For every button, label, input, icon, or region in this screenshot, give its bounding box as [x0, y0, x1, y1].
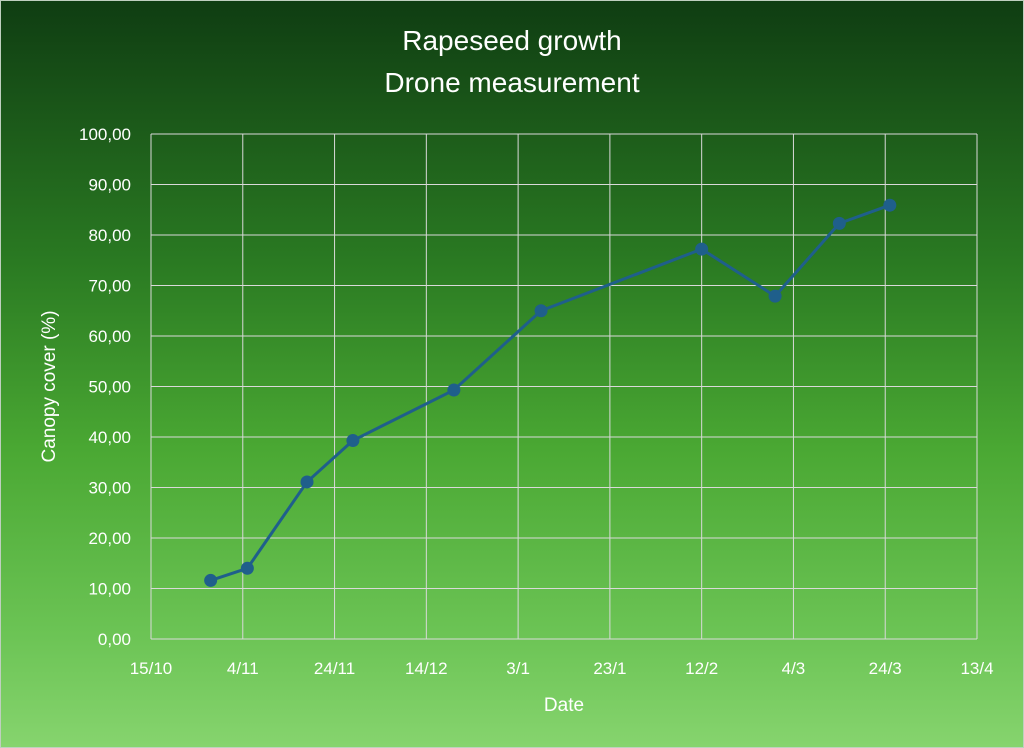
- data-point: [300, 475, 314, 489]
- y-tick-label: 40,00: [88, 428, 131, 447]
- data-point: [240, 561, 254, 575]
- data-point: [447, 383, 461, 397]
- x-tick-label: 12/2: [685, 659, 718, 678]
- data-point: [695, 242, 709, 256]
- x-tick-label: 13/4: [960, 659, 993, 678]
- data-point: [534, 304, 548, 318]
- data-point: [832, 216, 846, 230]
- x-tick-label: 4/11: [227, 659, 259, 678]
- y-tick-label: 10,00: [88, 580, 131, 599]
- y-tick-label: 30,00: [88, 479, 131, 498]
- y-tick-label: 100,00: [79, 125, 131, 144]
- chart-title-line-1: Rapeseed growth: [402, 25, 622, 56]
- y-tick-label: 90,00: [88, 176, 131, 195]
- x-axis-title: Date: [544, 695, 584, 716]
- x-tick-label: 15/10: [130, 659, 173, 678]
- y-axis-title: Canopy cover (%): [39, 310, 60, 462]
- x-tick-label: 24/3: [869, 659, 902, 678]
- series-line: [210, 203, 891, 582]
- x-tick-label: 14/12: [405, 659, 448, 678]
- y-tick-label: 0,00: [98, 630, 131, 649]
- x-tick-label: 3/1: [506, 659, 530, 678]
- x-tick-label: 23/1: [593, 659, 626, 678]
- y-tick-label: 60,00: [88, 327, 131, 346]
- y-tick-label: 80,00: [88, 226, 131, 245]
- y-tick-label: 20,00: [88, 529, 131, 548]
- x-tick-label: 24/11: [314, 659, 355, 678]
- x-tick-label: 4/3: [782, 659, 806, 678]
- chart-title-line-2: Drone measurement: [384, 67, 640, 98]
- data-point: [883, 198, 897, 212]
- y-tick-label: 70,00: [88, 277, 131, 296]
- y-tick-label: 50,00: [88, 378, 131, 397]
- data-point: [204, 573, 218, 587]
- data-point: [346, 434, 360, 448]
- data-point: [768, 289, 782, 303]
